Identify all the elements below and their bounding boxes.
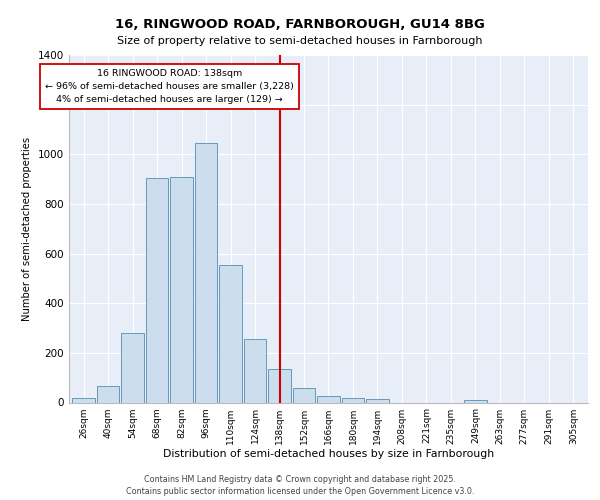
- Bar: [146, 178, 169, 402]
- Bar: [317, 396, 340, 402]
- Text: 16 RINGWOOD ROAD: 138sqm
← 96% of semi-detached houses are smaller (3,228)
4% of: 16 RINGWOOD ROAD: 138sqm ← 96% of semi-d…: [45, 68, 294, 104]
- Bar: [366, 399, 389, 402]
- X-axis label: Distribution of semi-detached houses by size in Farnborough: Distribution of semi-detached houses by …: [163, 450, 494, 460]
- Text: Contains HM Land Registry data © Crown copyright and database right 2025.
Contai: Contains HM Land Registry data © Crown c…: [126, 475, 474, 496]
- Bar: [195, 143, 217, 403]
- Bar: [97, 386, 119, 402]
- Bar: [220, 264, 242, 402]
- Bar: [121, 333, 144, 402]
- Bar: [268, 369, 291, 402]
- Bar: [244, 339, 266, 402]
- Text: Size of property relative to semi-detached houses in Farnborough: Size of property relative to semi-detach…: [117, 36, 483, 46]
- Bar: [170, 176, 193, 402]
- Text: 16, RINGWOOD ROAD, FARNBOROUGH, GU14 8BG: 16, RINGWOOD ROAD, FARNBOROUGH, GU14 8BG: [115, 18, 485, 30]
- Y-axis label: Number of semi-detached properties: Number of semi-detached properties: [22, 136, 32, 321]
- Bar: [293, 388, 315, 402]
- Bar: [464, 400, 487, 402]
- Bar: [73, 398, 95, 402]
- Bar: [342, 398, 364, 402]
